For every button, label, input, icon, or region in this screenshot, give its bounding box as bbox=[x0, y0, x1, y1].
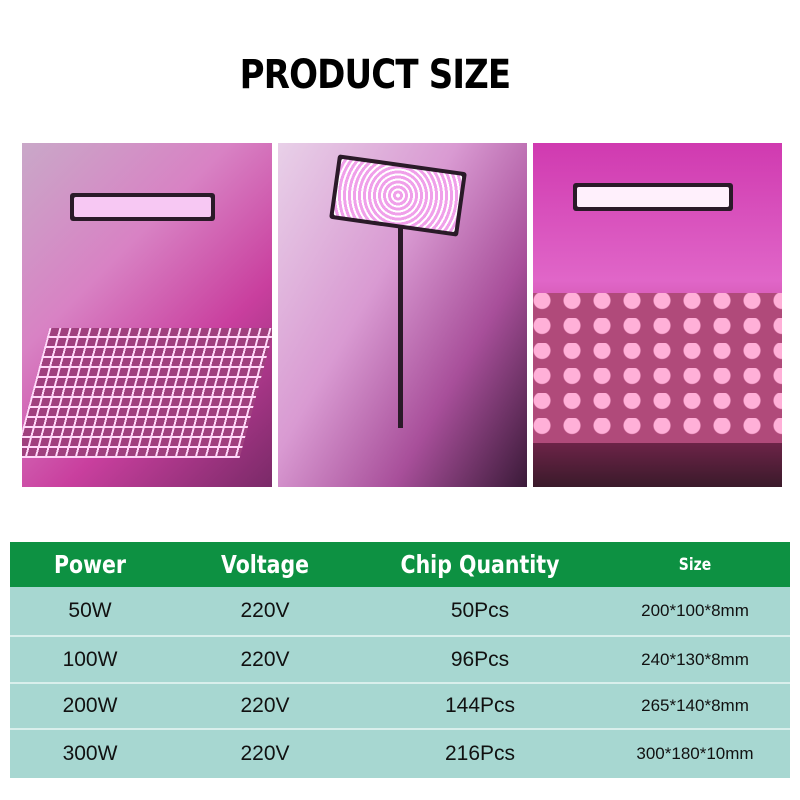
photo-grow-light-in-tent bbox=[533, 143, 782, 487]
table-header: Power Voltage Chip Quantity Size bbox=[10, 542, 790, 587]
page-title: PRODUCT SIZE bbox=[239, 52, 511, 98]
cell-chip-quantity: 144Pcs bbox=[444, 694, 516, 717]
header-voltage: Voltage bbox=[220, 550, 310, 579]
header-chip-quantity: Chip Quantity bbox=[400, 550, 560, 579]
grow-light-lamp bbox=[573, 183, 733, 211]
photo-grow-light-on-stand bbox=[278, 143, 527, 487]
photo-grow-light-seedling-tray bbox=[22, 143, 272, 487]
grow-light-lamp bbox=[70, 193, 215, 221]
cell-voltage: 220V bbox=[240, 599, 290, 622]
header-power: Power bbox=[53, 550, 127, 579]
cell-voltage: 220V bbox=[240, 742, 290, 765]
cell-size: 265*140*8mm bbox=[641, 696, 749, 715]
table-row: 100W 220V 96Pcs 240*130*8mm bbox=[10, 637, 790, 684]
table-row: 200W 220V 144Pcs 265*140*8mm bbox=[10, 684, 790, 730]
lamp-stand bbox=[398, 228, 403, 428]
cell-voltage: 220V bbox=[240, 694, 290, 717]
product-size-table: Power Voltage Chip Quantity Size 50W 220… bbox=[10, 542, 790, 778]
cell-chip-quantity: 50Pcs bbox=[450, 599, 510, 622]
cell-power: 200W bbox=[62, 694, 118, 717]
cell-power: 100W bbox=[62, 647, 118, 671]
cell-size: 240*130*8mm bbox=[641, 649, 749, 669]
table-row: 50W 220V 50Pcs 200*100*8mm bbox=[10, 587, 790, 637]
grow-light-lamp bbox=[329, 154, 467, 237]
cell-chip-quantity: 96Pcs bbox=[450, 647, 510, 671]
cell-power: 300W bbox=[62, 742, 118, 765]
cell-power: 50W bbox=[68, 599, 112, 622]
cell-size: 200*100*8mm bbox=[641, 601, 749, 620]
cell-size: 300*180*10mm bbox=[636, 744, 754, 763]
table-row: 300W 220V 216Pcs 300*180*10mm bbox=[10, 730, 790, 778]
header-size: Size bbox=[678, 554, 712, 575]
seedlings bbox=[533, 293, 782, 443]
seedling-tray bbox=[22, 328, 272, 458]
cell-voltage: 220V bbox=[240, 647, 290, 671]
cell-chip-quantity: 216Pcs bbox=[444, 742, 516, 765]
